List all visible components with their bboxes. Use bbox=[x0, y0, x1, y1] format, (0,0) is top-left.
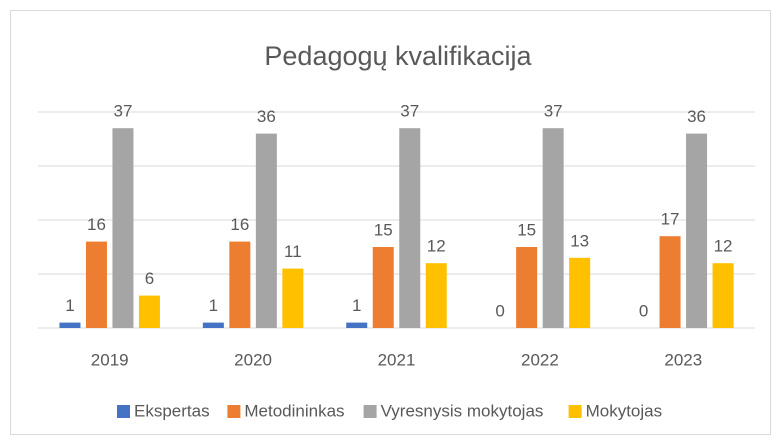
data-label: 16 bbox=[87, 215, 106, 234]
data-label: 11 bbox=[284, 242, 302, 261]
data-label: 0 bbox=[639, 301, 648, 320]
data-label: 12 bbox=[714, 237, 733, 256]
data-label: 0 bbox=[495, 301, 504, 320]
x-tick-label: 2019 bbox=[91, 350, 129, 369]
bar bbox=[59, 322, 81, 328]
bar bbox=[372, 247, 394, 328]
data-label: 37 bbox=[544, 102, 563, 121]
chart-title: Pedagogų kvalifikacija bbox=[264, 41, 532, 71]
x-tick-label: 2020 bbox=[234, 350, 272, 369]
data-label: 16 bbox=[230, 215, 249, 234]
bar bbox=[712, 263, 734, 328]
legend-swatch bbox=[227, 405, 241, 418]
data-label: 15 bbox=[374, 220, 393, 239]
chart-border bbox=[10, 10, 771, 435]
data-label: 37 bbox=[113, 102, 132, 121]
legend-swatch bbox=[117, 405, 130, 418]
bar bbox=[516, 247, 538, 328]
legend-label: Ekspertas bbox=[134, 401, 210, 420]
x-tick-label: 2023 bbox=[664, 350, 702, 369]
data-label: 15 bbox=[517, 220, 536, 239]
legend-swatch bbox=[568, 405, 582, 418]
data-label: 36 bbox=[257, 107, 276, 126]
data-label: 1 bbox=[352, 296, 361, 315]
bar bbox=[229, 241, 251, 328]
bar bbox=[686, 133, 708, 328]
bar bbox=[202, 322, 224, 328]
data-label: 17 bbox=[661, 210, 680, 229]
bar bbox=[255, 133, 277, 328]
data-label: 13 bbox=[570, 231, 589, 250]
legend-swatch bbox=[363, 405, 377, 418]
bar bbox=[425, 263, 447, 328]
bar bbox=[399, 128, 421, 328]
data-label: 1 bbox=[65, 296, 74, 315]
bar bbox=[138, 295, 160, 328]
data-label: 37 bbox=[400, 102, 419, 121]
bar bbox=[282, 268, 304, 328]
legend-label: Metodininkas bbox=[244, 401, 344, 420]
data-label: 12 bbox=[427, 237, 446, 256]
bar bbox=[112, 128, 134, 328]
x-tick-label: 2022 bbox=[521, 350, 559, 369]
data-label: 36 bbox=[687, 107, 706, 126]
bar bbox=[346, 322, 368, 328]
legend-label: Mokytojas bbox=[586, 401, 663, 420]
data-label: 6 bbox=[145, 269, 154, 288]
legend-label: Vyresnysis mokytojas bbox=[381, 401, 544, 420]
bar bbox=[85, 241, 107, 328]
data-label: 1 bbox=[209, 296, 218, 315]
x-tick-label: 2021 bbox=[378, 350, 416, 369]
bar bbox=[659, 236, 681, 328]
bar bbox=[569, 257, 591, 328]
bar bbox=[542, 128, 564, 328]
